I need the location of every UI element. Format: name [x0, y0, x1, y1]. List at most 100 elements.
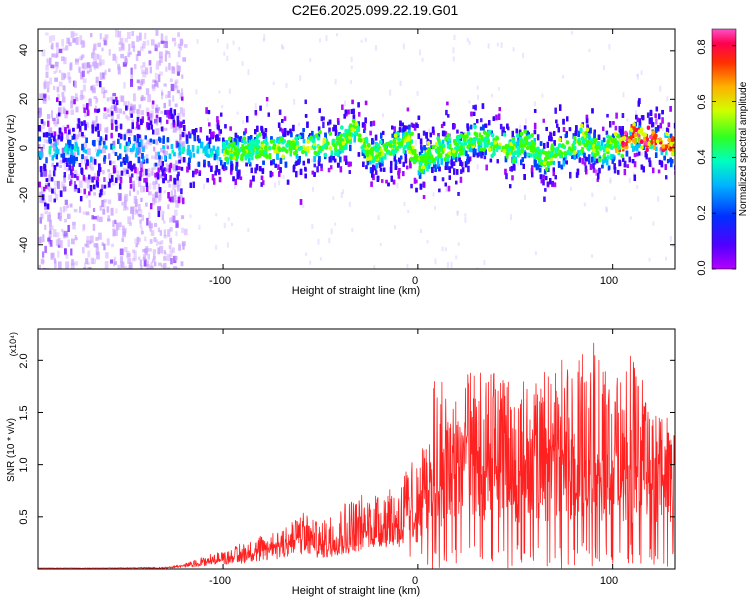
heatmap-cell [158, 262, 162, 266]
heatmap-cell [136, 190, 139, 195]
heatmap-cell [130, 206, 135, 214]
heatmap-cell [163, 234, 167, 239]
heatmap-cell [64, 112, 68, 119]
heatmap-cell [146, 112, 150, 117]
heatmap-cell [144, 236, 147, 242]
heatmap-cell [158, 51, 163, 59]
heatmap-cell [468, 100, 471, 104]
heatmap-cell [173, 209, 178, 216]
heatmap-cell [181, 113, 185, 118]
heatmap-cell [164, 54, 167, 62]
heatmap-cell [55, 61, 59, 69]
heatmap-cell [144, 32, 147, 40]
heatmap-cell [70, 262, 75, 269]
heatmap-cell [86, 235, 90, 243]
heatmap-cell [543, 196, 546, 202]
heatmap-cell [57, 244, 61, 248]
heatmap-cell [138, 213, 142, 218]
heatmap-cell [550, 137, 553, 142]
heatmap-cell [49, 142, 53, 148]
heatmap-cell [177, 50, 181, 58]
heatmap-cell [182, 133, 187, 138]
heatmap-cell [206, 117, 209, 122]
heatmap-cell [147, 253, 150, 260]
heatmap-cell [564, 136, 567, 141]
heatmap-cell [131, 249, 135, 254]
heatmap-cell [82, 121, 85, 126]
heatmap-cell [56, 180, 60, 189]
heatmap-cell [159, 230, 163, 236]
heatmap-cell [446, 262, 449, 268]
heatmap-cell [43, 169, 48, 177]
heatmap-cell [67, 239, 70, 247]
heatmap-cell [137, 50, 141, 56]
heatmap-cell [92, 53, 97, 61]
heatmap-cell [159, 56, 163, 63]
heatmap-cell [417, 133, 420, 139]
heatmap-cell [636, 184, 639, 189]
heatmap-cell [149, 239, 153, 244]
heatmap-cell [58, 108, 61, 116]
heatmap-cell [169, 237, 173, 243]
heatmap-cell [671, 243, 674, 248]
heatmap-cell [99, 205, 102, 211]
heatmap-cell [476, 85, 479, 90]
heatmap-cell [155, 29, 159, 36]
heatmap-cell [150, 261, 153, 268]
heatmap-cell [282, 175, 285, 180]
heatmap-cell [325, 35, 328, 42]
heatmap-cell [176, 180, 179, 188]
heatmap-cell [122, 231, 126, 236]
heatmap-cell [118, 193, 122, 201]
heatmap-cell [215, 123, 218, 128]
heatmap-cell [53, 258, 57, 264]
heatmap-cell [464, 217, 467, 223]
heatmap-cell [44, 185, 48, 189]
heatmap-cell [445, 186, 448, 191]
heatmap-cell [54, 61, 59, 67]
heatmap-cell [499, 123, 503, 130]
heatmap-cell [79, 56, 83, 61]
heatmap-cell [247, 69, 250, 76]
heatmap-cell [171, 37, 176, 42]
heatmap-cell [142, 186, 146, 193]
heatmap-cell [158, 156, 161, 163]
heatmap-cell [47, 132, 50, 137]
heatmap-cell [136, 114, 140, 119]
heatmap-cell [123, 82, 126, 89]
heatmap-cell [134, 153, 138, 158]
heatmap-cell [605, 206, 608, 212]
heatmap-cell [142, 96, 146, 101]
heatmap-cell [173, 41, 177, 47]
heatmap-cell [418, 49, 421, 56]
heatmap-cell [212, 178, 216, 185]
heatmap-cell [81, 70, 85, 78]
heatmap-cell [129, 78, 134, 87]
heatmap-cell [363, 129, 366, 133]
heatmap-cell [92, 223, 96, 231]
heatmap-cell [107, 169, 110, 173]
heatmap-cell [75, 106, 79, 113]
heatmap-cell [360, 39, 363, 43]
heatmap-cell [155, 128, 160, 136]
heatmap-cell [102, 91, 106, 99]
heatmap-cell [649, 144, 652, 149]
heatmap-cell [49, 169, 52, 177]
heatmap-cell [118, 47, 122, 52]
heatmap-cell [148, 113, 153, 121]
heatmap-cell [191, 145, 195, 151]
heatmap-cell [394, 225, 397, 230]
heatmap-cell [429, 132, 432, 138]
heatmap-cell [140, 144, 144, 149]
heatmap-cell [42, 97, 47, 104]
heatmap-cell [101, 87, 106, 94]
heatmap-cell [657, 196, 660, 202]
heatmap-cell [62, 47, 66, 51]
heatmap-cell [152, 183, 157, 190]
heatmap-cell [147, 94, 152, 103]
heatmap-cell [55, 113, 59, 119]
heatmap-cell [178, 139, 182, 145]
heatmap-cell [40, 186, 45, 194]
heatmap-cell [145, 168, 148, 176]
heatmap-cell [447, 185, 451, 192]
